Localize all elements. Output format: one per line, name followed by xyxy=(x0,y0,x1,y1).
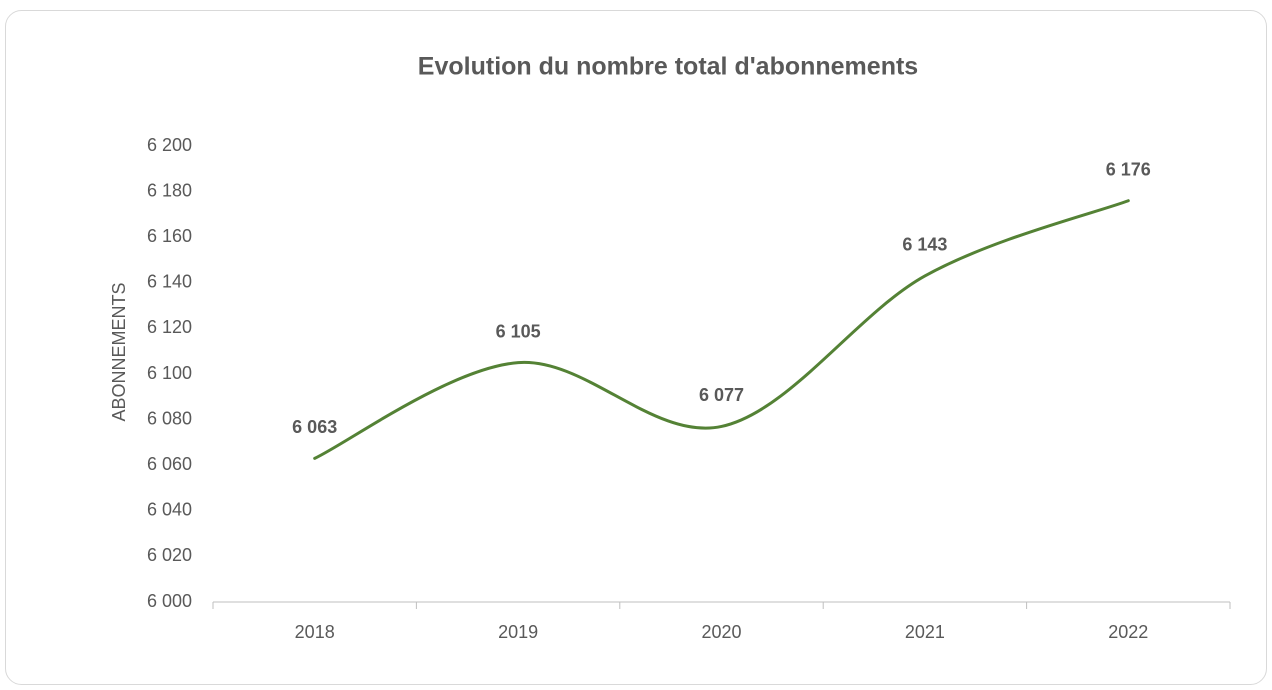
y-tick-label: 6 100 xyxy=(147,363,192,383)
y-tick-label: 6 140 xyxy=(147,272,192,292)
data-label: 6 143 xyxy=(902,235,947,255)
data-label: 6 063 xyxy=(292,417,337,437)
x-tick-label: 2018 xyxy=(295,622,335,642)
data-label: 6 105 xyxy=(496,321,541,341)
chart-title: Evolution du nombre total d'abonnements xyxy=(418,53,918,81)
y-tick-label: 6 180 xyxy=(147,180,192,200)
data-label: 6 077 xyxy=(699,385,744,405)
x-tick-label: 2021 xyxy=(905,622,945,642)
x-tick-label: 2022 xyxy=(1108,622,1148,642)
data-label: 6 176 xyxy=(1106,159,1151,179)
y-tick-label: 6 120 xyxy=(147,317,192,337)
y-axis-title: ABONNEMENTS xyxy=(109,282,129,421)
x-tick-label: 2019 xyxy=(498,622,538,642)
y-tick-label: 6 000 xyxy=(147,591,192,611)
y-tick-label: 6 040 xyxy=(147,500,192,520)
y-tick-label: 6 160 xyxy=(147,226,192,246)
y-tick-label: 6 020 xyxy=(147,545,192,565)
chart-frame xyxy=(5,10,1267,685)
y-tick-label: 6 060 xyxy=(147,454,192,474)
data-line xyxy=(313,199,1130,460)
x-tick-label: 2020 xyxy=(701,622,741,642)
y-tick-label: 6 080 xyxy=(147,408,192,428)
y-tick-label: 6 200 xyxy=(147,135,192,155)
